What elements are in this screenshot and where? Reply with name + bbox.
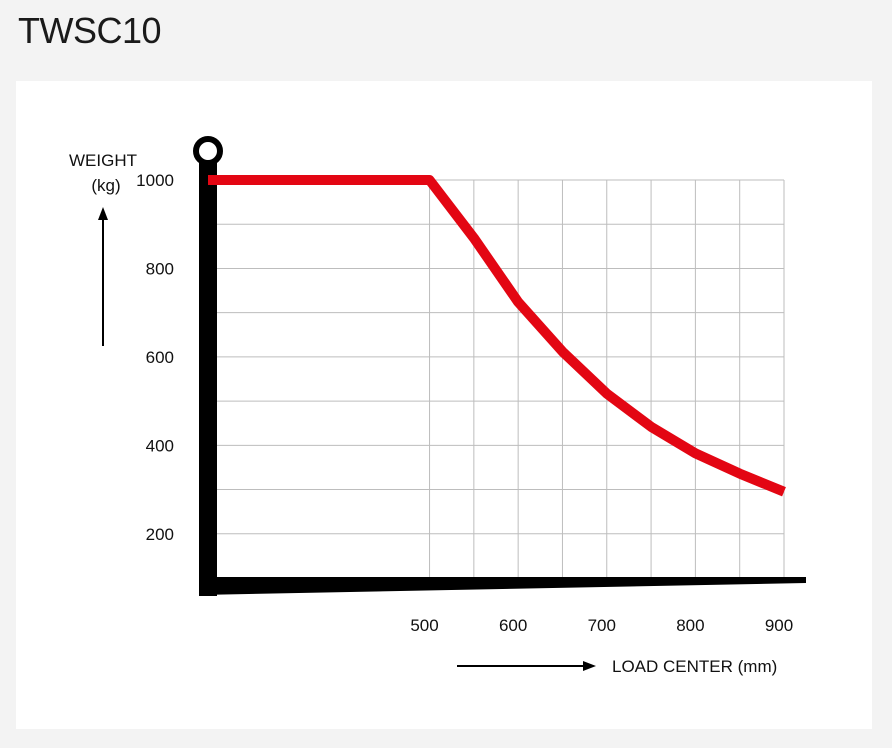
tick-labels: 200 400 600 800 1000 500 600 700 800 900	[136, 171, 793, 635]
series	[208, 175, 786, 497]
load-chart: 200 400 600 800 1000 500 600 700 800 900 WEIGHT (…	[69, 136, 806, 676]
y-tick-label: 800	[146, 259, 174, 278]
x-tick-label: 900	[765, 616, 793, 635]
y-axis-arrow-head	[98, 207, 108, 220]
y-tick-label: 1000	[136, 171, 174, 190]
y-tick-label: 600	[146, 348, 174, 367]
series-line	[208, 175, 786, 497]
x-tick-label: 600	[499, 616, 527, 635]
x-tick-label: 500	[410, 616, 438, 635]
y-axis-unit: (kg)	[91, 176, 120, 195]
grid	[208, 179, 785, 578]
axis-labels: WEIGHT (kg) LOAD CENTER (mm)	[69, 151, 777, 676]
x-axis-line	[199, 577, 806, 595]
chart-panel: 200 400 600 800 1000 500 600 700 800 900 WEIGHT (…	[16, 81, 872, 729]
x-axis-label: LOAD CENTER (mm)	[612, 657, 777, 676]
axes	[193, 136, 806, 596]
y-tick-label: 200	[146, 525, 174, 544]
x-tick-label: 800	[676, 616, 704, 635]
x-axis-arrow-head	[583, 661, 596, 671]
page-title: TWSC10	[18, 10, 162, 51]
y-tick-label: 400	[146, 436, 174, 455]
y-axis-label: WEIGHT	[69, 151, 137, 170]
axis-top-ring	[193, 136, 223, 166]
x-tick-label: 700	[588, 616, 616, 635]
